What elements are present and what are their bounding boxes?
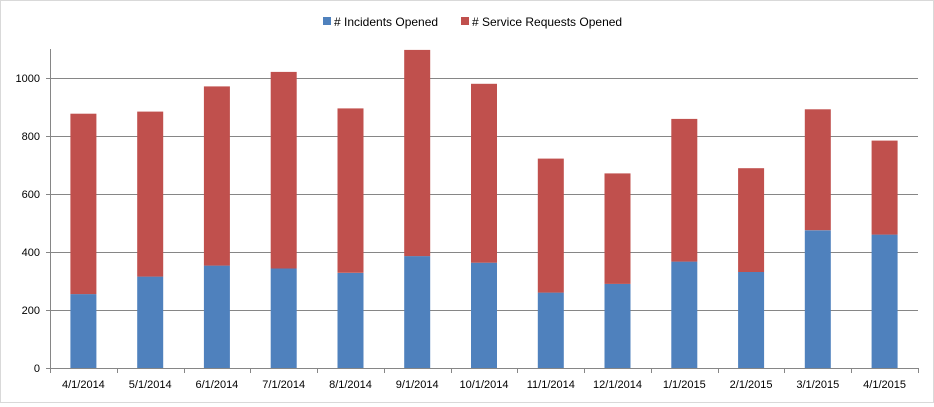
x-tick-label: 8/1/2014 — [329, 379, 372, 391]
x-tick-label: 5/1/2014 — [129, 379, 172, 391]
bar-incidents — [738, 272, 765, 368]
x-tick-label: 12/1/2014 — [593, 379, 642, 391]
legend-swatch — [323, 17, 331, 25]
bar-service-requests — [70, 113, 97, 295]
y-tick-labels: 0 200 400 600 800 1000 — [16, 73, 40, 375]
bar-service-requests — [404, 49, 431, 257]
x-tick-label: 6/1/2014 — [195, 379, 238, 391]
y-tick-label: 0 — [34, 363, 40, 375]
legend: # Incidents Opened # Service Requests Ope… — [323, 15, 622, 29]
bar-incidents — [471, 262, 497, 368]
bar-incidents — [404, 256, 431, 368]
bar-incidents — [604, 283, 631, 368]
x-tick-label: 4/1/2015 — [863, 379, 906, 391]
axes — [46, 49, 919, 373]
x-tick-label: 4/1/2014 — [62, 379, 105, 391]
x-tick-label: 2/1/2015 — [730, 379, 773, 391]
bar-incidents — [137, 276, 164, 368]
bar-incidents — [70, 294, 97, 368]
x-tick-label: 1/1/2015 — [663, 379, 706, 391]
bar-service-requests — [270, 71, 297, 269]
x-tick-label: 9/1/2014 — [396, 379, 439, 391]
bar-service-requests — [137, 111, 164, 277]
bar-service-requests — [604, 173, 631, 284]
bar-incidents — [337, 272, 364, 368]
x-tick-label: 3/1/2015 — [796, 379, 839, 391]
bar-incidents — [671, 261, 698, 368]
legend-swatch — [461, 17, 469, 25]
bars — [70, 49, 898, 369]
x-tick-label: 7/1/2014 — [262, 379, 305, 391]
bar-service-requests — [537, 158, 564, 293]
legend-item: # Incidents Opened — [323, 15, 438, 29]
legend-item: # Service Requests Opened — [461, 15, 622, 29]
y-tick-label: 800 — [22, 131, 40, 143]
bar-incidents — [203, 265, 230, 368]
bar-service-requests — [337, 108, 364, 273]
x-tick-label: 11/1/2014 — [527, 379, 575, 391]
y-tick-label: 200 — [22, 305, 40, 317]
legend-label: # Incidents Opened — [334, 15, 438, 29]
bar-incidents — [804, 230, 831, 369]
y-tick-label: 600 — [22, 189, 40, 201]
bar-service-requests — [203, 86, 230, 266]
bar-service-requests — [671, 118, 698, 262]
y-tick-label: 400 — [22, 247, 40, 259]
bar-service-requests — [804, 109, 831, 231]
bar-incidents — [537, 292, 564, 368]
legend-label: # Service Requests Opened — [472, 15, 622, 29]
bar-incidents — [270, 268, 297, 368]
bar-service-requests — [471, 83, 497, 263]
bar-service-requests — [871, 140, 898, 235]
bar-incidents — [871, 234, 898, 368]
x-tick-label: 10/1/2014 — [460, 379, 509, 391]
x-tick-labels: 4/1/2014 5/1/2014 6/1/2014 7/1/2014 8/1/2014… — [62, 379, 906, 391]
y-tick-label: 1000 — [16, 73, 40, 85]
bar-service-requests — [738, 168, 765, 272]
